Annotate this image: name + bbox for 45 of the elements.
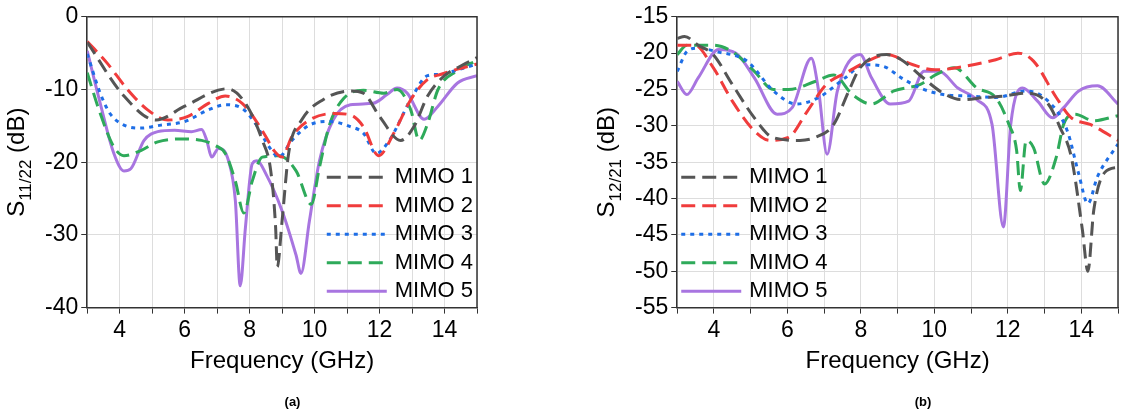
legend-label: MIMO 5 (749, 277, 828, 303)
x-axis-title: Frequency (GHz) (190, 346, 375, 374)
x-tick-label: 4 (707, 315, 721, 342)
line-series (87, 58, 477, 215)
x-tick-label: 8 (854, 315, 868, 342)
y-tick-label: -40 (44, 292, 79, 319)
legend-label: MIMO 2 (394, 191, 474, 217)
legend-label: MIMO 2 (749, 191, 828, 217)
x-tick-label: 14 (1068, 315, 1095, 342)
text: (a) (283, 394, 302, 409)
legend-label: MIMO 4 (394, 248, 474, 274)
line-series (677, 34, 1118, 273)
x-tick-label: 6 (178, 315, 192, 342)
x-tick-label: 14 (431, 315, 458, 342)
y-tick-label: -10 (44, 74, 79, 101)
legend-label: MIMO 3 (394, 220, 474, 246)
y-tick-label: 0 (65, 2, 79, 29)
x-tick-label: 12 (995, 315, 1021, 342)
y-tick-label: -50 (634, 256, 669, 283)
x-tick-label: 10 (301, 315, 328, 342)
line-series (677, 43, 1118, 142)
legend-label: MIMO 1 (394, 163, 474, 189)
y-axis-title: S12/21 (dB) (592, 106, 625, 218)
y-tick-label: -20 (44, 147, 79, 174)
y-tick-label: -40 (634, 183, 669, 210)
x-axis-title: Frequency (GHz) (805, 346, 990, 374)
text: (b) (913, 394, 933, 409)
x-tick-label: 4 (113, 315, 127, 342)
x-tick-label: 6 (781, 315, 794, 342)
x-tick-label: 12 (366, 315, 393, 342)
y-tick-label: -25 (634, 74, 669, 101)
legend-label: MIMO 5 (394, 277, 474, 303)
y-tick-label: -45 (634, 220, 669, 247)
y-tick-label: -30 (634, 111, 669, 138)
legend-label: MIMO 3 (749, 220, 828, 246)
legend-label: MIMO 1 (749, 163, 828, 189)
y-tick-label: -15 (634, 2, 669, 29)
x-tick-label: 8 (243, 315, 257, 342)
y-tick-label: -20 (634, 38, 669, 65)
y-tick-label: -30 (44, 220, 79, 247)
y-tick-label: -55 (634, 292, 669, 319)
y-tick-label: -35 (634, 147, 669, 174)
x-tick-label: 10 (921, 315, 948, 342)
legend-label: MIMO 4 (749, 248, 828, 274)
y-axis-title: S11/22 (dB) (2, 107, 35, 217)
